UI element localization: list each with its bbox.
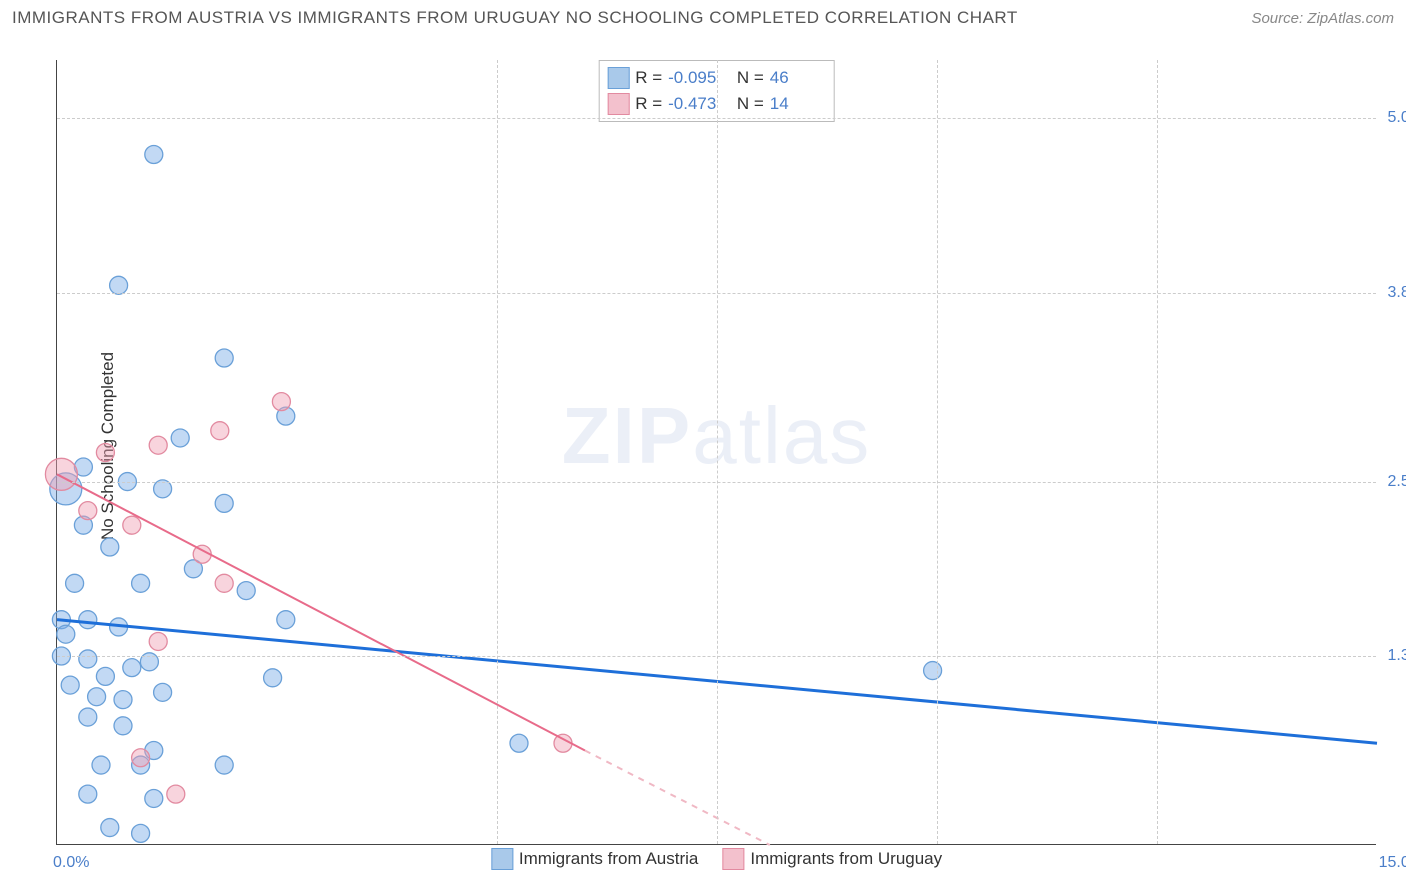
- point-uruguay: [123, 516, 141, 534]
- plot-area: ZIPatlas R = -0.095 N = 46 R = -0.473 N …: [56, 60, 1376, 845]
- point-austria: [215, 494, 233, 512]
- chart-title: IMMIGRANTS FROM AUSTRIA VS IMMIGRANTS FR…: [12, 8, 1018, 28]
- xtick-label: 15.0%: [1379, 854, 1406, 872]
- gridline-v: [1157, 60, 1158, 844]
- point-uruguay: [215, 574, 233, 592]
- point-uruguay: [211, 422, 229, 440]
- point-austria: [277, 611, 295, 629]
- point-austria: [101, 819, 119, 837]
- legend-item-uruguay: Immigrants from Uruguay: [722, 848, 942, 870]
- legend-label-austria: Immigrants from Austria: [519, 849, 699, 869]
- point-austria: [154, 683, 172, 701]
- r-label-a: R =: [635, 68, 662, 88]
- point-austria: [79, 611, 97, 629]
- point-austria: [92, 756, 110, 774]
- swatch-uruguay: [607, 93, 629, 115]
- r-value-a: -0.095: [668, 68, 720, 88]
- point-uruguay: [149, 632, 167, 650]
- r-label-u: R =: [635, 94, 662, 114]
- point-austria: [264, 669, 282, 687]
- ytick-label: 1.3%: [1380, 647, 1406, 665]
- n-label-u: N =: [737, 94, 764, 114]
- stats-row-austria: R = -0.095 N = 46: [607, 65, 822, 91]
- point-austria: [61, 676, 79, 694]
- n-label-a: N =: [737, 68, 764, 88]
- point-uruguay: [79, 502, 97, 520]
- point-austria: [924, 662, 942, 680]
- point-austria: [132, 824, 150, 842]
- stats-row-uruguay: R = -0.473 N = 14: [607, 91, 822, 117]
- point-uruguay: [272, 393, 290, 411]
- legend-label-uruguay: Immigrants from Uruguay: [750, 849, 942, 869]
- trend-uruguay-dash: [585, 751, 770, 845]
- point-austria: [114, 691, 132, 709]
- point-uruguay: [96, 444, 114, 462]
- bottom-legend: Immigrants from Austria Immigrants from …: [483, 848, 950, 870]
- point-austria: [101, 538, 119, 556]
- point-austria: [96, 667, 114, 685]
- point-austria: [79, 708, 97, 726]
- legend-swatch-austria: [491, 848, 513, 870]
- legend-item-austria: Immigrants from Austria: [491, 848, 699, 870]
- point-austria: [171, 429, 189, 447]
- point-austria: [114, 717, 132, 735]
- gridline-v: [937, 60, 938, 844]
- n-value-u: 14: [770, 94, 822, 114]
- point-uruguay: [45, 458, 77, 490]
- n-value-a: 46: [770, 68, 822, 88]
- point-uruguay: [149, 436, 167, 454]
- point-austria: [145, 789, 163, 807]
- point-austria: [215, 756, 233, 774]
- ytick-label: 5.0%: [1380, 109, 1406, 127]
- point-austria: [215, 349, 233, 367]
- point-austria: [79, 650, 97, 668]
- ytick-label: 2.5%: [1380, 473, 1406, 491]
- point-austria: [88, 688, 106, 706]
- point-austria: [132, 574, 150, 592]
- gridline-v: [497, 60, 498, 844]
- legend-swatch-uruguay: [722, 848, 744, 870]
- point-austria: [66, 574, 84, 592]
- xtick-label: 0.0%: [53, 854, 89, 872]
- r-value-u: -0.473: [668, 94, 720, 114]
- point-uruguay: [132, 749, 150, 767]
- point-austria: [510, 734, 528, 752]
- point-austria: [123, 659, 141, 677]
- point-austria: [237, 582, 255, 600]
- swatch-austria: [607, 67, 629, 89]
- point-austria: [57, 625, 75, 643]
- trend-uruguay: [57, 474, 585, 750]
- point-uruguay: [167, 785, 185, 803]
- gridline-v: [717, 60, 718, 844]
- title-bar: IMMIGRANTS FROM AUSTRIA VS IMMIGRANTS FR…: [12, 8, 1394, 28]
- point-austria: [145, 145, 163, 163]
- source-label: Source: ZipAtlas.com: [1251, 10, 1394, 27]
- ytick-label: 3.8%: [1380, 284, 1406, 302]
- point-austria: [79, 785, 97, 803]
